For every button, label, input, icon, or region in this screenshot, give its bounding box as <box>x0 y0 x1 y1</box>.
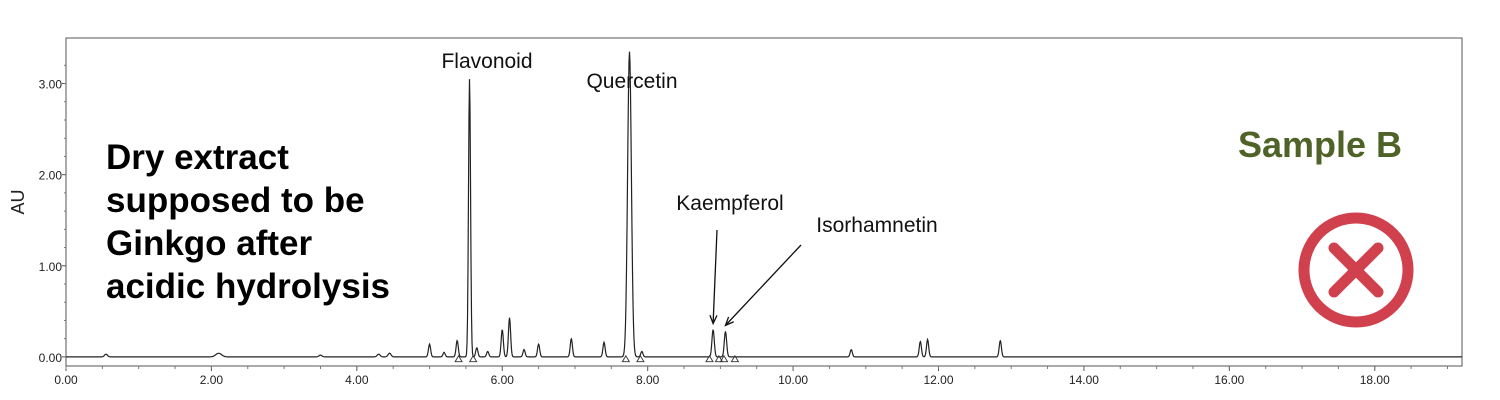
x-tick-label: 16.00 <box>1214 373 1244 387</box>
reject-cross-b <box>1328 242 1384 298</box>
integration-marker <box>730 354 740 363</box>
y-tick-label: 1.00 <box>39 260 63 274</box>
integration-marker <box>705 354 714 363</box>
x-tick-label: 8.00 <box>636 373 660 387</box>
x-tick-label: 0.00 <box>54 373 78 387</box>
integration-marker <box>468 354 478 363</box>
y-tick-label: 2.00 <box>39 169 63 183</box>
description-line-1: Dry extract <box>106 138 289 177</box>
peak-label: Flavonoid <box>441 50 532 73</box>
annotation-arrow <box>724 244 802 326</box>
annotation-arrowhead <box>724 316 734 327</box>
annotation-arrowhead <box>709 314 718 326</box>
x-tick-label: 14.00 <box>1069 373 1099 387</box>
reject-circle <box>1298 212 1414 328</box>
description-line-3: Ginkgo after <box>106 224 313 263</box>
integration-markers <box>454 354 740 363</box>
integration-marker <box>454 354 463 363</box>
x-tick-label: 18.00 <box>1360 373 1390 387</box>
sample-label: Sample B <box>1238 124 1403 165</box>
peak-label: Quercetin <box>586 70 677 93</box>
peak-annotations: Flavonoid Quercetin Kaempferol Isorhamnetin <box>441 50 938 327</box>
sample-description: Dry extract supposed to be Ginkgo after … <box>106 136 466 308</box>
y-tick-label: 0.00 <box>39 351 63 365</box>
x-tick-label: 12.00 <box>923 373 953 387</box>
chromatogram-trace <box>66 51 1462 358</box>
annotation-arrow <box>712 229 718 324</box>
x-tick-label: 6.00 <box>491 373 515 387</box>
x-tick-label: 4.00 <box>345 373 369 387</box>
integration-marker <box>719 354 729 363</box>
x-tick-label: 2.00 <box>200 373 224 387</box>
plot-frame <box>65 37 1463 367</box>
y-axis-label: AU <box>8 189 28 214</box>
reject-icon <box>1298 212 1414 328</box>
integration-marker <box>621 354 631 363</box>
peak-label: Kaempferol <box>676 192 783 215</box>
integration-marker <box>714 354 724 363</box>
x-tick-label: 10.00 <box>778 373 808 387</box>
integration-marker <box>636 354 645 363</box>
description-line-2: supposed to be <box>106 181 365 220</box>
y-tick-label: 3.00 <box>39 78 63 92</box>
axes: 0.00 1.00 2.00 3.00 0.00 2.00 4.00 6.00 8.00 10.0… <box>8 37 1463 387</box>
peak-label: Isorhamnetin <box>816 214 937 237</box>
description-line-4: acidic hydrolysis <box>106 267 391 306</box>
trace-layer <box>66 51 1462 358</box>
